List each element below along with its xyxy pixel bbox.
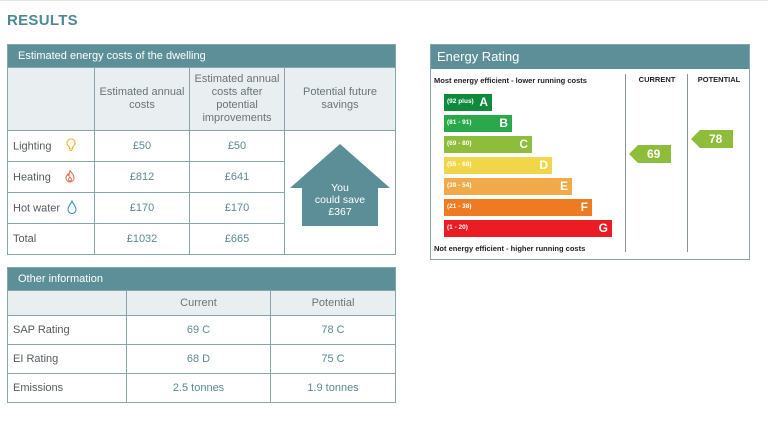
energy-rating-panel: Energy Rating Most energy efficient - lo… bbox=[430, 44, 750, 260]
row-label: Total bbox=[13, 233, 37, 245]
total-improved-cost: £665 bbox=[189, 223, 285, 255]
savings-text-line1: You bbox=[331, 182, 349, 194]
band-range-label: (1 - 20) bbox=[447, 224, 468, 231]
band-range-label: (92 plus) bbox=[447, 98, 474, 105]
rating-band-b: (81 - 91) B bbox=[444, 115, 512, 132]
savings-text-line2: could save bbox=[314, 194, 366, 206]
potential-rating-value: 78 bbox=[709, 132, 723, 146]
blank-header-cell bbox=[7, 67, 95, 131]
sap-rating-current: 69 C bbox=[126, 315, 271, 345]
potential-rating-arrow: 78 bbox=[691, 130, 733, 148]
row-ei-rating: EI Rating bbox=[7, 344, 127, 374]
other-information-table: Other information Current Potential SAP … bbox=[7, 267, 396, 403]
col-header-current: Current bbox=[126, 290, 271, 316]
band-letter: F bbox=[580, 200, 588, 214]
most-efficient-note: Most energy efficient - lower running co… bbox=[434, 76, 587, 85]
page-title: RESULTS bbox=[7, 12, 78, 29]
band-range-label: (69 - 80) bbox=[447, 140, 472, 147]
current-rating-arrow: 69 bbox=[629, 145, 671, 163]
col-header-future-savings: Potential future savings bbox=[284, 67, 396, 131]
hot-water-current-cost: £170 bbox=[94, 192, 190, 224]
band-range-label: (21 - 38) bbox=[447, 203, 472, 210]
row-total: Total bbox=[7, 223, 95, 255]
lighting-current-cost: £50 bbox=[94, 130, 190, 162]
potential-column-label: POTENTIAL bbox=[697, 75, 741, 84]
heating-improved-cost: £641 bbox=[189, 161, 285, 193]
column-divider bbox=[625, 74, 626, 252]
emissions-potential: 1.9 tonnes bbox=[270, 373, 396, 403]
top-divider bbox=[0, 0, 768, 1]
flame-icon bbox=[64, 169, 76, 186]
lighting-improved-cost: £50 bbox=[189, 130, 285, 162]
row-emissions: Emissions bbox=[7, 373, 127, 403]
band-range-label: (39 - 54) bbox=[447, 182, 472, 189]
row-label: Lighting bbox=[13, 139, 52, 152]
rating-band-e: (39 - 54) E bbox=[444, 178, 572, 195]
ei-rating-current: 68 D bbox=[126, 344, 271, 374]
least-efficient-note: Not energy efficient - higher running co… bbox=[434, 244, 586, 253]
row-label: Hot water bbox=[13, 201, 61, 214]
hot-water-improved-cost: £170 bbox=[189, 192, 285, 224]
rating-band-d: (55 - 68) D bbox=[444, 157, 552, 174]
band-letter: A bbox=[479, 95, 488, 109]
row-sap-rating: SAP Rating bbox=[7, 315, 127, 345]
row-heating: Heating bbox=[7, 161, 95, 193]
heating-current-cost: £812 bbox=[94, 161, 190, 193]
current-column-label: CURRENT bbox=[638, 75, 676, 84]
band-letter: D bbox=[539, 158, 548, 172]
col-header-annual-costs: Estimated annual costs bbox=[94, 67, 190, 131]
house-savings-graphic: You could save £367 bbox=[290, 144, 390, 229]
other-information-title: Other information bbox=[7, 267, 396, 291]
rating-band-f: (21 - 38) F bbox=[444, 199, 592, 216]
emissions-current: 2.5 tonnes bbox=[126, 373, 271, 403]
rating-band-a: (92 plus) A bbox=[444, 94, 492, 111]
current-rating-value: 69 bbox=[647, 147, 661, 161]
lightbulb-icon bbox=[65, 137, 77, 155]
band-letter: B bbox=[499, 116, 508, 130]
rating-band-g: (1 - 20) G bbox=[444, 220, 612, 237]
savings-cell: You could save £367 bbox=[284, 130, 396, 255]
col-header-costs-after-improvements: Estimated annual costs after potential i… bbox=[189, 67, 285, 131]
band-letter: E bbox=[559, 179, 568, 193]
energy-rating-title: Energy Rating bbox=[431, 45, 749, 69]
total-current-cost: £1032 bbox=[94, 223, 190, 255]
water-drop-icon bbox=[67, 199, 77, 217]
band-letter: C bbox=[519, 137, 528, 151]
band-range-label: (81 - 91) bbox=[447, 119, 472, 126]
column-divider bbox=[687, 74, 688, 252]
row-hot-water: Hot water bbox=[7, 192, 95, 224]
savings-amount: £367 bbox=[328, 206, 352, 218]
row-lighting: Lighting bbox=[7, 130, 95, 162]
band-range-label: (55 - 68) bbox=[447, 161, 472, 168]
row-label: Heating bbox=[13, 170, 51, 183]
energy-costs-table: Estimated energy costs of the dwelling E… bbox=[7, 44, 396, 255]
ei-rating-potential: 75 C bbox=[270, 344, 396, 374]
blank-header-cell bbox=[7, 290, 127, 316]
sap-rating-potential: 78 C bbox=[270, 315, 396, 345]
col-header-potential: Potential bbox=[270, 290, 396, 316]
rating-band-c: (69 - 80) C bbox=[444, 136, 532, 153]
band-letter: G bbox=[598, 221, 608, 235]
energy-costs-title: Estimated energy costs of the dwelling bbox=[7, 44, 396, 68]
